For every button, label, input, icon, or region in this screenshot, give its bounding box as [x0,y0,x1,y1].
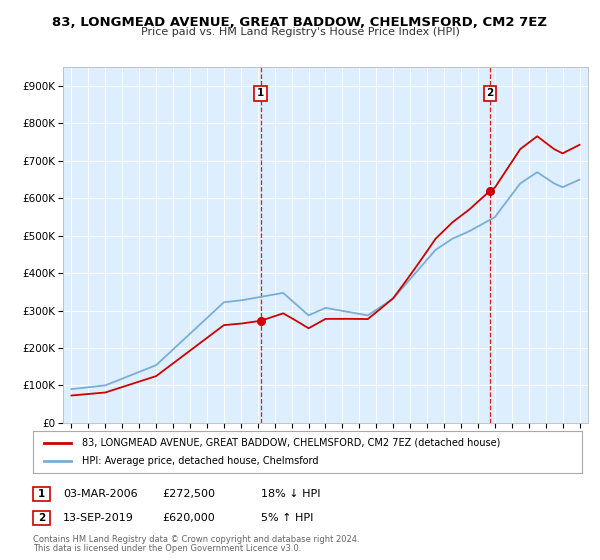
Text: 18% ↓ HPI: 18% ↓ HPI [261,489,320,499]
Text: 2: 2 [487,88,494,99]
Text: This data is licensed under the Open Government Licence v3.0.: This data is licensed under the Open Gov… [33,544,301,553]
Text: 5% ↑ HPI: 5% ↑ HPI [261,513,313,523]
Text: 83, LONGMEAD AVENUE, GREAT BADDOW, CHELMSFORD, CM2 7EZ: 83, LONGMEAD AVENUE, GREAT BADDOW, CHELM… [53,16,548,29]
Text: HPI: Average price, detached house, Chelmsford: HPI: Average price, detached house, Chel… [82,456,319,466]
Text: Contains HM Land Registry data © Crown copyright and database right 2024.: Contains HM Land Registry data © Crown c… [33,535,359,544]
Text: 2: 2 [38,513,45,523]
Text: £272,500: £272,500 [162,489,215,499]
Text: 1: 1 [257,88,264,99]
Text: £620,000: £620,000 [162,513,215,523]
Text: 13-SEP-2019: 13-SEP-2019 [63,513,134,523]
Text: 83, LONGMEAD AVENUE, GREAT BADDOW, CHELMSFORD, CM2 7EZ (detached house): 83, LONGMEAD AVENUE, GREAT BADDOW, CHELM… [82,438,501,448]
Text: 03-MAR-2006: 03-MAR-2006 [63,489,137,499]
Text: 1: 1 [38,489,45,499]
Text: Price paid vs. HM Land Registry's House Price Index (HPI): Price paid vs. HM Land Registry's House … [140,27,460,37]
